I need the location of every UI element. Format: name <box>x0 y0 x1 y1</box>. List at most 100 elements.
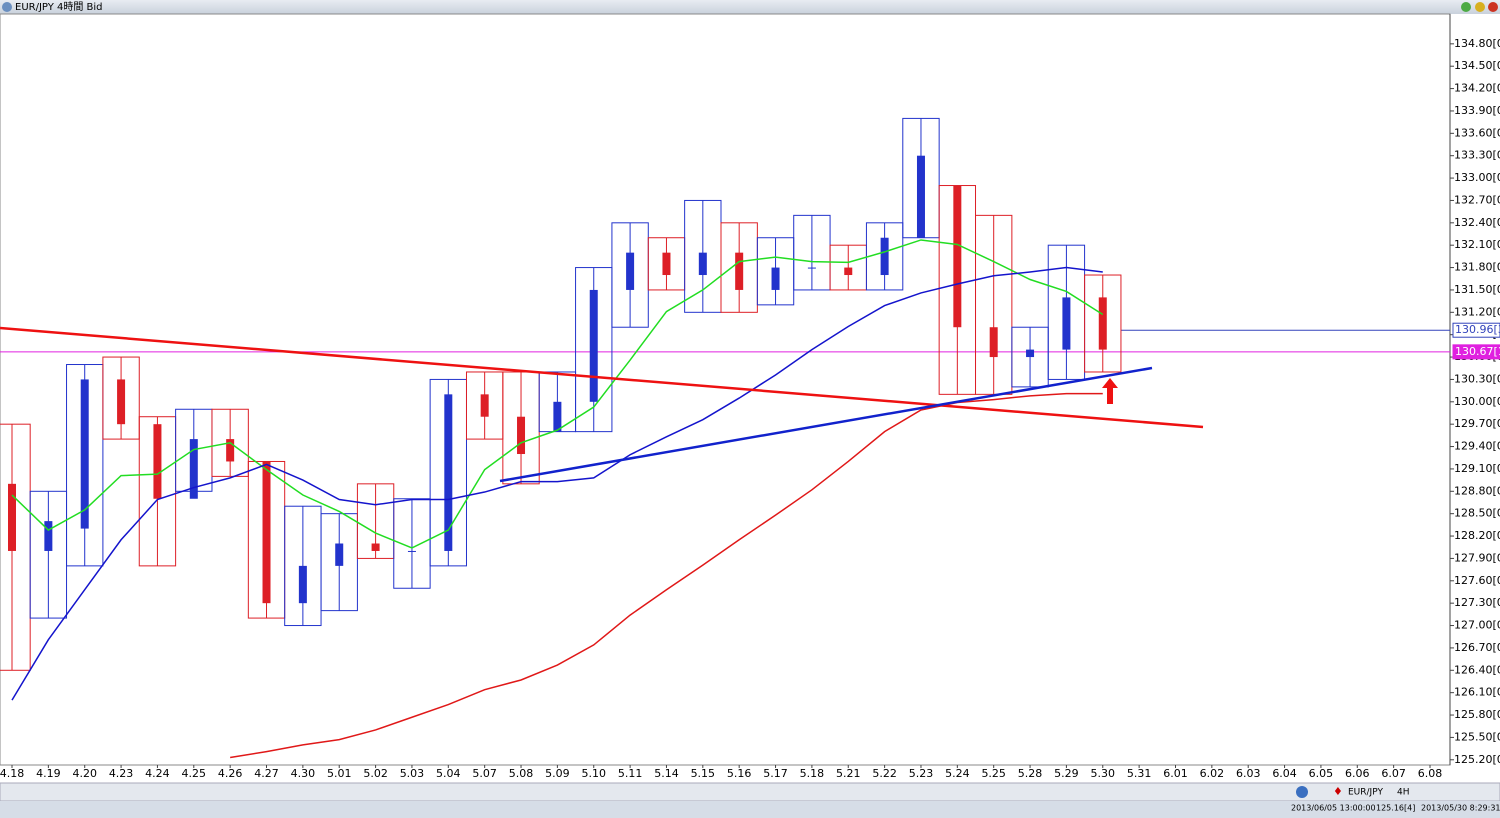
y-tick-label: 134.20[0 <box>1454 82 1500 95</box>
x-tick-label: 4.26 <box>218 767 243 780</box>
y-tick-label: 133.30[0 <box>1454 149 1500 162</box>
x-tick-label: 5.18 <box>800 767 825 780</box>
x-tick-label: 4.18 <box>0 767 24 780</box>
candle-body <box>1026 349 1035 358</box>
x-tick-label: 4.24 <box>145 767 170 780</box>
x-tick-label: 6.08 <box>1418 767 1443 780</box>
close-button[interactable] <box>1488 2 1498 12</box>
x-tick-label: 6.04 <box>1272 767 1297 780</box>
x-tick-label: 5.07 <box>472 767 497 780</box>
x-tick-label: 6.01 <box>1163 767 1188 780</box>
x-tick-label: 5.24 <box>945 767 970 780</box>
status-price: 125.16[4] <box>1376 804 1415 813</box>
candle-body <box>80 379 89 529</box>
x-tick-label: 5.16 <box>727 767 752 780</box>
y-tick-label: 125.50[0 <box>1454 730 1500 743</box>
candle-body <box>517 416 526 455</box>
y-tick-label: 133.90[0 <box>1454 104 1500 117</box>
window-icon <box>2 2 12 12</box>
x-tick-label: 5.03 <box>400 767 425 780</box>
price-label-box <box>1452 344 1500 360</box>
toolbar <box>0 782 1500 802</box>
window-title: EUR/JPY 4時間 Bid <box>15 1 103 13</box>
price-label-box <box>1452 322 1500 338</box>
toolbar-button[interactable] <box>1296 786 1308 798</box>
trend-line <box>0 326 1204 429</box>
candle-body <box>189 439 198 499</box>
x-tick-label: 6.02 <box>1200 767 1225 780</box>
y-tick-label: 125.20[0 <box>1454 753 1500 766</box>
candle-body <box>735 252 744 290</box>
y-tick-label: 132.10[0 <box>1454 238 1500 251</box>
x-tick-label: 5.01 <box>327 767 352 780</box>
y-tick-label: 133.60[0 <box>1454 126 1500 139</box>
candle-body <box>553 401 562 432</box>
x-tick-label: 5.08 <box>509 767 534 780</box>
x-tick-label: 5.22 <box>872 767 897 780</box>
x-tick-label: 6.07 <box>1381 767 1406 780</box>
x-tick-label: 5.04 <box>436 767 461 780</box>
y-tick-label: 132.40[0 <box>1454 216 1500 229</box>
candle-body <box>44 521 53 551</box>
moving-average <box>11 239 1104 549</box>
candle-body <box>298 565 307 604</box>
x-tick-label: 5.30 <box>1091 767 1116 780</box>
y-tick-label: 128.50[0 <box>1454 507 1500 520</box>
x-tick-label: 5.29 <box>1054 767 1079 780</box>
candle-body <box>953 185 962 328</box>
timeframe-selector[interactable]: 4H <box>1397 788 1410 798</box>
y-tick-label: 127.30[0 <box>1454 596 1500 609</box>
y-tick-label: 134.80[0 <box>1454 37 1500 50</box>
symbol-selector[interactable]: EUR/JPY <box>1348 788 1383 798</box>
y-tick-label: 128.20[0 <box>1454 529 1500 542</box>
x-tick-label: 5.11 <box>618 767 643 780</box>
y-tick-label: 129.10[0 <box>1454 462 1500 475</box>
x-tick-label: 5.28 <box>1018 767 1043 780</box>
candle-body <box>117 379 126 425</box>
candle-body <box>698 252 707 276</box>
y-tick-label: 130.30[0 <box>1454 372 1500 385</box>
x-tick-label: 4.19 <box>36 767 61 780</box>
candle-body <box>407 550 416 552</box>
x-tick-label: 5.14 <box>654 767 679 780</box>
x-tick-label: 5.17 <box>763 767 788 780</box>
maximize-button[interactable] <box>1475 2 1485 12</box>
y-tick-label: 130.00[0 <box>1454 395 1500 408</box>
candle-body <box>916 155 925 238</box>
y-tick-label: 132.70[0 <box>1454 193 1500 206</box>
candle-body <box>480 394 489 417</box>
candle-body <box>807 267 816 269</box>
y-tick-label: 127.60[0 <box>1454 574 1500 587</box>
y-tick-label: 128.80[0 <box>1454 484 1500 497</box>
status-clock: 2013/05/30 8:29:31 <box>1421 804 1500 813</box>
candle-body <box>444 394 453 551</box>
price-axis <box>1450 14 1500 765</box>
x-tick-label: 5.31 <box>1127 767 1152 780</box>
y-tick-label: 129.40[0 <box>1454 440 1500 453</box>
x-tick-label: 5.09 <box>545 767 570 780</box>
candle-body <box>153 424 162 499</box>
y-tick-label: 134.50[0 <box>1454 59 1500 72</box>
y-tick-label: 126.40[0 <box>1454 663 1500 676</box>
x-tick-label: 6.05 <box>1309 767 1334 780</box>
plot <box>0 117 1450 759</box>
y-tick-label: 127.00[0 <box>1454 619 1500 632</box>
y-tick-label: 131.50[0 <box>1454 283 1500 296</box>
moving-average <box>11 266 1103 701</box>
candle-body <box>771 267 780 290</box>
minimize-button[interactable] <box>1461 2 1471 12</box>
candle-body <box>262 461 271 604</box>
x-tick-label: 4.27 <box>254 767 279 780</box>
trend-line <box>499 366 1153 483</box>
y-tick-label: 126.10[0 <box>1454 686 1500 699</box>
y-tick-label: 129.70[0 <box>1454 417 1500 430</box>
candle-body <box>662 252 671 276</box>
price-label: 130.67[1 <box>1455 345 1500 358</box>
y-tick-label: 127.90[0 <box>1454 551 1500 564</box>
candle-body <box>335 543 344 566</box>
taskbar <box>0 801 1500 818</box>
x-tick-label: 4.20 <box>72 767 97 780</box>
y-tick-label: 133.00[0 <box>1454 171 1500 184</box>
arrow <box>1102 378 1118 404</box>
